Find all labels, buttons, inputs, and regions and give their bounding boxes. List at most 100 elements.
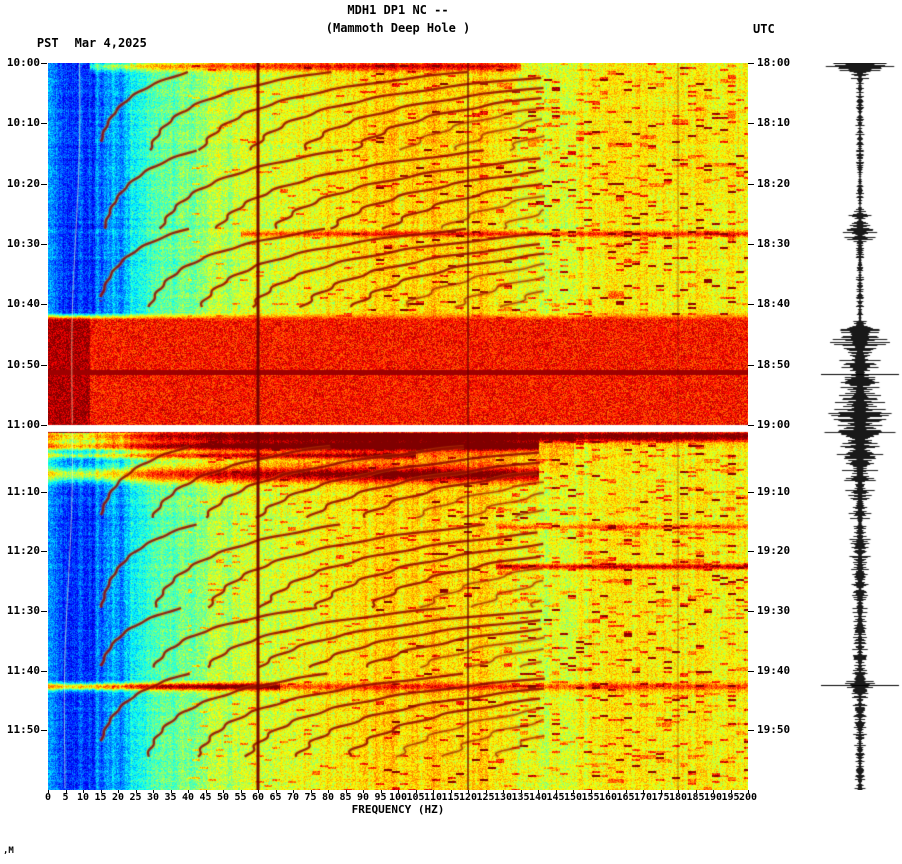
time-label-left: 10:50 xyxy=(6,357,40,371)
time-tick-left xyxy=(41,670,47,672)
freq-tick xyxy=(240,790,242,793)
freq-tick xyxy=(538,790,539,793)
freq-tick xyxy=(660,790,662,793)
seismogram-trace xyxy=(820,63,900,790)
freq-tick xyxy=(555,790,557,793)
frequency-axis-title: FREQUENCY (HZ) xyxy=(351,803,445,816)
freq-tick xyxy=(520,790,522,793)
freq-label: 170 xyxy=(633,792,653,803)
time-tick-right xyxy=(748,491,754,493)
time-tick-left xyxy=(41,304,47,306)
freq-tick xyxy=(468,790,469,793)
freq-tick xyxy=(48,790,49,793)
time-label-right: 18:30 xyxy=(757,237,791,250)
freq-label: 130 xyxy=(493,792,513,803)
freq-label: 110 xyxy=(423,792,443,803)
freq-tick xyxy=(450,790,452,793)
freq-label: 150 xyxy=(563,792,583,803)
freq-tick xyxy=(310,790,312,793)
freq-label: 95 xyxy=(374,792,387,803)
time-label-left: 11:30 xyxy=(6,604,40,617)
freq-tick xyxy=(100,790,102,793)
time-label-right: 18:40 xyxy=(757,297,791,311)
time-label-left: 10:30 xyxy=(6,237,40,250)
freq-label: 175 xyxy=(651,792,670,803)
freq-label: 40 xyxy=(181,792,195,803)
station-subtitle: (Mammoth Deep Hole ) xyxy=(325,21,471,35)
time-tick-left xyxy=(41,244,47,245)
freq-label: 90 xyxy=(356,792,370,803)
time-tick-left xyxy=(41,425,47,426)
time-tick-right xyxy=(748,63,754,64)
freq-tick xyxy=(625,790,627,793)
time-label-right: 18:20 xyxy=(757,176,791,190)
time-tick-left xyxy=(41,730,47,732)
freq-tick xyxy=(188,790,189,793)
freq-label: 140 xyxy=(528,792,548,803)
freq-label: 85 xyxy=(339,792,352,803)
freq-tick xyxy=(118,790,119,793)
freq-label: 70 xyxy=(286,792,300,803)
freq-label: 25 xyxy=(129,792,142,803)
freq-label: 35 xyxy=(164,792,177,803)
freq-label: 135 xyxy=(511,792,530,803)
freq-tick xyxy=(643,790,644,793)
left-header: PST Mar 4,2025 xyxy=(8,22,147,64)
freq-tick xyxy=(258,790,259,793)
freq-label: 5 xyxy=(62,792,69,803)
freq-tick xyxy=(380,790,382,793)
timezone-right-label: UTC xyxy=(753,22,775,36)
time-tick-right xyxy=(748,183,754,185)
time-tick-right xyxy=(748,425,754,426)
time-tick-right xyxy=(748,244,754,245)
freq-tick xyxy=(205,790,207,793)
time-tick-right xyxy=(748,364,754,366)
time-label-left: 11:40 xyxy=(6,663,40,677)
time-tick-left xyxy=(41,63,47,64)
time-tick-left xyxy=(41,123,47,125)
freq-tick xyxy=(170,790,172,793)
freq-label: 10 xyxy=(76,792,90,803)
freq-label: 20 xyxy=(111,792,125,803)
freq-tick xyxy=(275,790,277,793)
freq-label: 105 xyxy=(406,792,425,803)
freq-tick xyxy=(65,790,67,793)
footer-mark: ,M xyxy=(3,846,14,856)
time-label-right: 19:40 xyxy=(757,663,791,677)
freq-label: 180 xyxy=(668,792,688,803)
freq-label: 185 xyxy=(686,792,705,803)
freq-tick xyxy=(135,790,137,793)
freq-label: 120 xyxy=(458,792,478,803)
freq-label: 0 xyxy=(44,792,52,803)
time-tick-left xyxy=(41,611,47,612)
time-label-right: 19:10 xyxy=(757,484,791,498)
freq-tick xyxy=(713,790,714,793)
freq-label: 60 xyxy=(251,792,265,803)
time-tick-left xyxy=(41,551,47,553)
time-label-right: 18:00 xyxy=(757,56,791,69)
freq-tick xyxy=(748,790,749,793)
freq-label: 190 xyxy=(703,792,723,803)
freq-tick xyxy=(153,790,154,793)
freq-tick xyxy=(363,790,364,793)
time-label-right: 19:30 xyxy=(757,604,791,617)
freq-tick xyxy=(398,790,399,793)
freq-label: 125 xyxy=(476,792,495,803)
freq-label: 145 xyxy=(546,792,565,803)
time-tick-right xyxy=(748,611,754,612)
time-tick-right xyxy=(748,123,754,125)
time-tick-right xyxy=(748,670,754,672)
time-tick-left xyxy=(41,491,47,493)
freq-label: 45 xyxy=(199,792,212,803)
time-label-right: 18:10 xyxy=(757,116,791,130)
freq-tick xyxy=(345,790,347,793)
time-label-right: 19:20 xyxy=(757,544,791,558)
freq-label: 65 xyxy=(269,792,282,803)
freq-tick xyxy=(608,790,609,793)
freq-tick xyxy=(678,790,679,793)
freq-label: 115 xyxy=(441,792,460,803)
freq-label: 15 xyxy=(94,792,107,803)
time-label-right: 19:00 xyxy=(757,418,791,431)
date-label: Mar 4,2025 xyxy=(74,36,147,50)
